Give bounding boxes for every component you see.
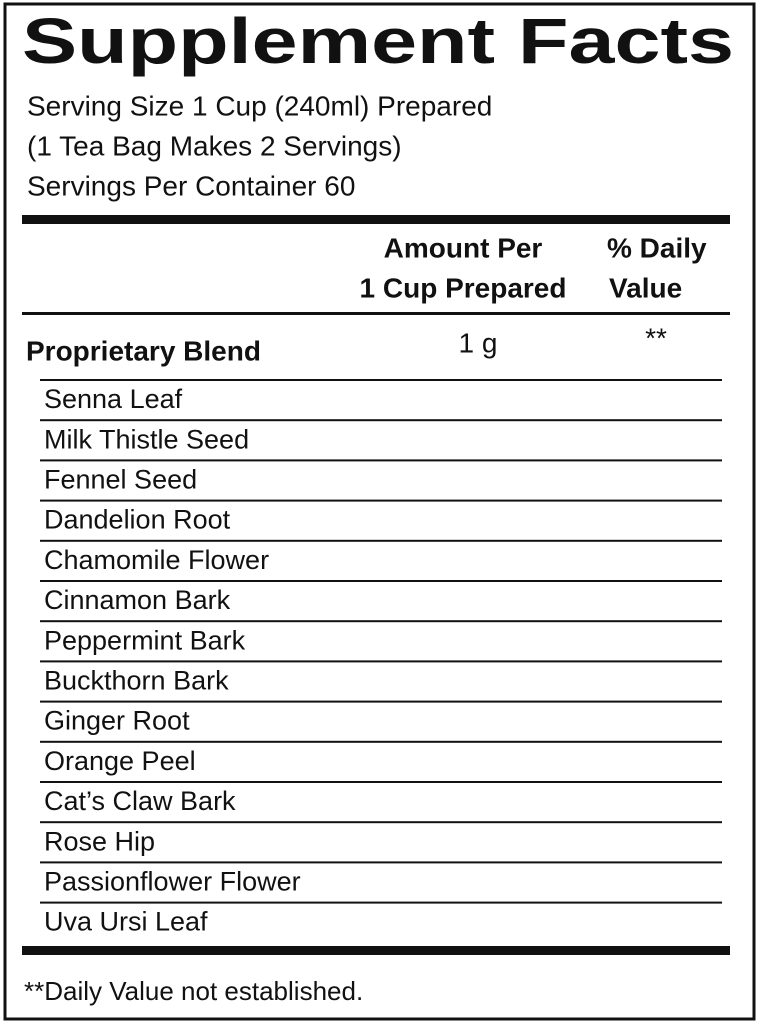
amount-header: 1 Cup Prepared — [360, 272, 567, 303]
row-rule — [40, 379, 722, 381]
title: Supplement Facts — [22, 5, 734, 77]
row-rule — [40, 459, 722, 462]
row-rule — [40, 419, 722, 422]
amount-header: Amount Per — [384, 232, 543, 263]
row-rule — [40, 580, 722, 582]
row-rule — [40, 700, 722, 703]
rule — [22, 312, 730, 315]
ingredient: Dandelion Root — [44, 505, 231, 535]
ingredient: Cat’s Claw Bark — [44, 786, 236, 816]
daily-value-header: % Daily — [607, 232, 707, 263]
ingredient: Fennel Seed — [44, 465, 197, 495]
blend-amount: 1 g — [459, 327, 498, 358]
ingredient: Senna Leaf — [44, 384, 183, 414]
thick-rule — [22, 215, 730, 224]
row-rule — [40, 821, 722, 824]
serving-line: (1 Tea Bag Makes 2 Servings) — [27, 130, 402, 161]
ingredient: Cinnamon Bark — [44, 585, 231, 615]
ingredient: Rose Hip — [44, 826, 155, 856]
ingredient: Ginger Root — [44, 706, 190, 736]
ingredient-list: Senna Leaf Milk Thistle Seed Fennel Seed Da… — [40, 379, 722, 937]
row-rule — [40, 861, 722, 864]
blend-daily-value: ** — [645, 322, 667, 353]
row-rule — [40, 740, 722, 743]
row-rule — [40, 620, 722, 623]
blend-name: Proprietary Blend — [26, 335, 261, 366]
ingredient: Buckthorn Bark — [44, 666, 229, 696]
row-rule — [40, 781, 722, 783]
ingredient: Uva Ursi Leaf — [44, 907, 208, 937]
footnote: **Daily Value not established. — [24, 976, 363, 1006]
label-border — [3, 2, 756, 1021]
row-rule — [40, 539, 722, 542]
row-rule — [40, 901, 722, 904]
daily-value-header: Value — [609, 272, 682, 303]
row-rule — [40, 660, 722, 663]
ingredient: Chamomile Flower — [44, 545, 269, 575]
thick-rule — [22, 946, 730, 955]
ingredient: Milk Thistle Seed — [44, 424, 249, 454]
ingredient: Peppermint Bark — [44, 625, 246, 655]
row-rule — [40, 499, 722, 502]
serving-line: Serving Size 1 Cup (240ml) Prepared — [27, 90, 492, 121]
ingredient: Passionflower Flower — [44, 867, 301, 897]
ingredient: Orange Peel — [44, 746, 196, 776]
serving-line: Servings Per Container 60 — [27, 170, 355, 201]
